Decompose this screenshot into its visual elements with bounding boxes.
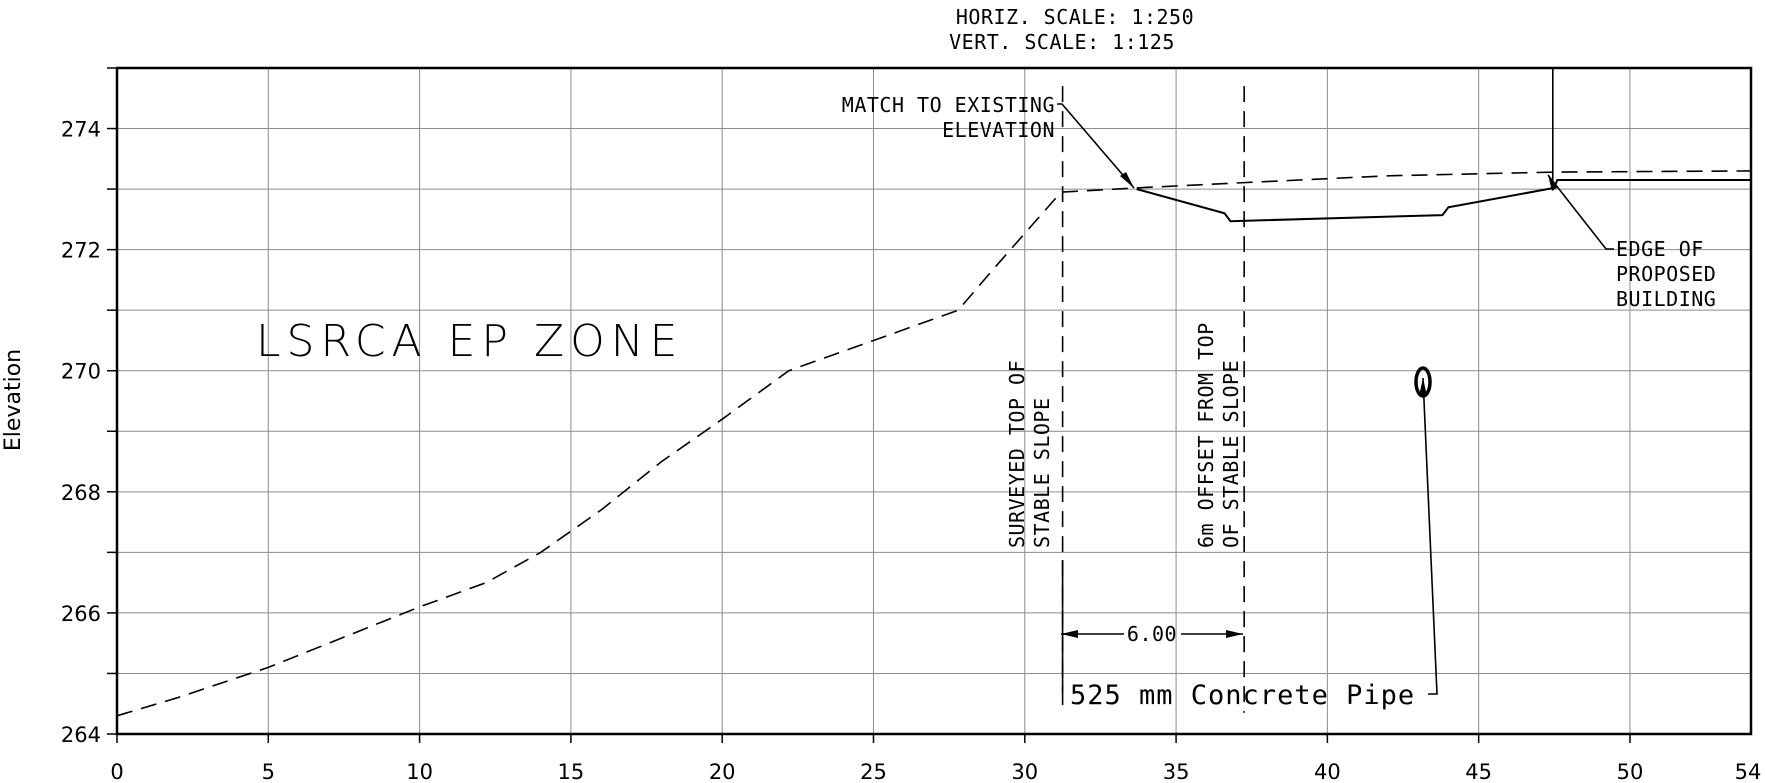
offset-note: 6m OFFSET FROM TOP OF STABLE SLOPE	[1194, 322, 1243, 548]
pipe-leader	[1422, 377, 1438, 695]
match-note-leader	[1057, 103, 1135, 189]
x-tick-label: 20	[709, 760, 736, 783]
pipe-leader-arrowhead	[1419, 378, 1427, 396]
offset-note-line1: 6m OFFSET FROM TOP	[1194, 322, 1218, 548]
x-tick-labels: 0 5 10 15 20 25 30 35 40 45 50 54	[110, 760, 1761, 783]
x-tick-label: 45	[1465, 760, 1492, 783]
edge-note-arrowhead	[1548, 175, 1558, 191]
y-tick-label: 264	[61, 723, 101, 747]
x-tick-label: 30	[1011, 760, 1038, 783]
y-tick-label: 272	[61, 239, 101, 263]
pipe-label: 525 mm Concrete Pipe	[1070, 680, 1415, 711]
x-tick-label: 0	[110, 760, 123, 783]
x-tick-label: 35	[1163, 760, 1190, 783]
x-tick-label: 25	[860, 760, 887, 783]
ep-zone-label: LSRCA EP ZONE	[256, 316, 683, 367]
surveyed-note-line2: STABLE SLOPE	[1030, 398, 1054, 549]
plot-frame	[115, 66, 1753, 736]
y-tick-label: 266	[61, 602, 101, 626]
y-axis-label: Elevation	[1, 349, 26, 451]
match-note-line2: ELEVATION	[942, 118, 1055, 142]
profile-lines	[116, 68, 1752, 717]
vertical-scale-label: VERT. SCALE: 1:125	[949, 30, 1175, 54]
existing-grade-line	[116, 170, 1752, 717]
match-note-arrowhead	[1120, 172, 1134, 188]
x-tick-label: 15	[558, 760, 585, 783]
x-tick-label: 10	[406, 760, 433, 783]
offset-note-line2: OF STABLE SLOPE	[1219, 360, 1243, 548]
dimension-value: 6.00	[1127, 622, 1177, 646]
x-tick-label: 5	[262, 760, 275, 783]
edge-note-leader	[1547, 174, 1614, 250]
match-note-line1: MATCH TO EXISTING	[842, 93, 1055, 117]
x-tick-label: 54	[1735, 760, 1762, 783]
surveyed-note-line1: SURVEYED TOP OF	[1005, 360, 1029, 548]
y-tick-label: 270	[61, 360, 101, 384]
grid	[117, 68, 1751, 734]
x-tick-label: 40	[1314, 760, 1341, 783]
edge-note-line3: BUILDING	[1616, 287, 1716, 311]
surveyed-top-note: SURVEYED TOP OF STABLE SLOPE	[1005, 360, 1054, 548]
y-tick-label: 274	[61, 118, 101, 142]
y-tick-label: 268	[61, 481, 101, 505]
horizontal-scale-label: HORIZ. SCALE: 1:250	[956, 5, 1194, 29]
x-tick-label: 50	[1617, 760, 1644, 783]
edge-note-line1: EDGE OF	[1616, 237, 1704, 261]
proposed-grade-line	[1136, 179, 1751, 223]
edge-note-line2: PROPOSED	[1616, 262, 1716, 286]
offset-dimension: 6.00	[1061, 622, 1243, 646]
y-tick-labels: 274 272 270 268 266 264	[61, 118, 101, 747]
axis-ticks	[107, 67, 1631, 743]
